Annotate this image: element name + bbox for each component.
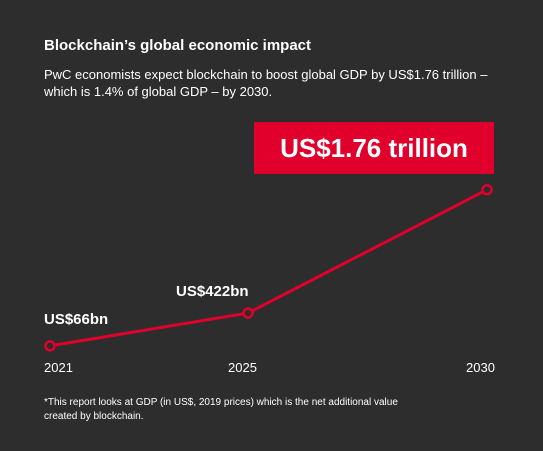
x-tick-label-2025: 2025 xyxy=(228,360,257,375)
highlight-box xyxy=(254,122,494,174)
chart-title: Blockchain’s global economic impact xyxy=(44,37,312,54)
series-line xyxy=(48,188,489,348)
x-tick-label-2021: 2021 xyxy=(44,360,73,375)
footnote: *This report looks at GDP (in US$, 2019 … xyxy=(44,397,398,422)
data-point-2021 xyxy=(44,340,56,352)
value-label-2030: US$1.76 trillion xyxy=(280,133,468,163)
chart-subtitle: PwC economists expect blockchain to boos… xyxy=(44,67,488,99)
data-point-2030 xyxy=(481,183,493,196)
x-tick-label-2030: 2030 xyxy=(466,360,495,375)
data-point-2025 xyxy=(242,307,254,319)
value-label-2021: US$66bn xyxy=(44,311,108,328)
value-label-2025: US$422bn xyxy=(176,283,249,300)
